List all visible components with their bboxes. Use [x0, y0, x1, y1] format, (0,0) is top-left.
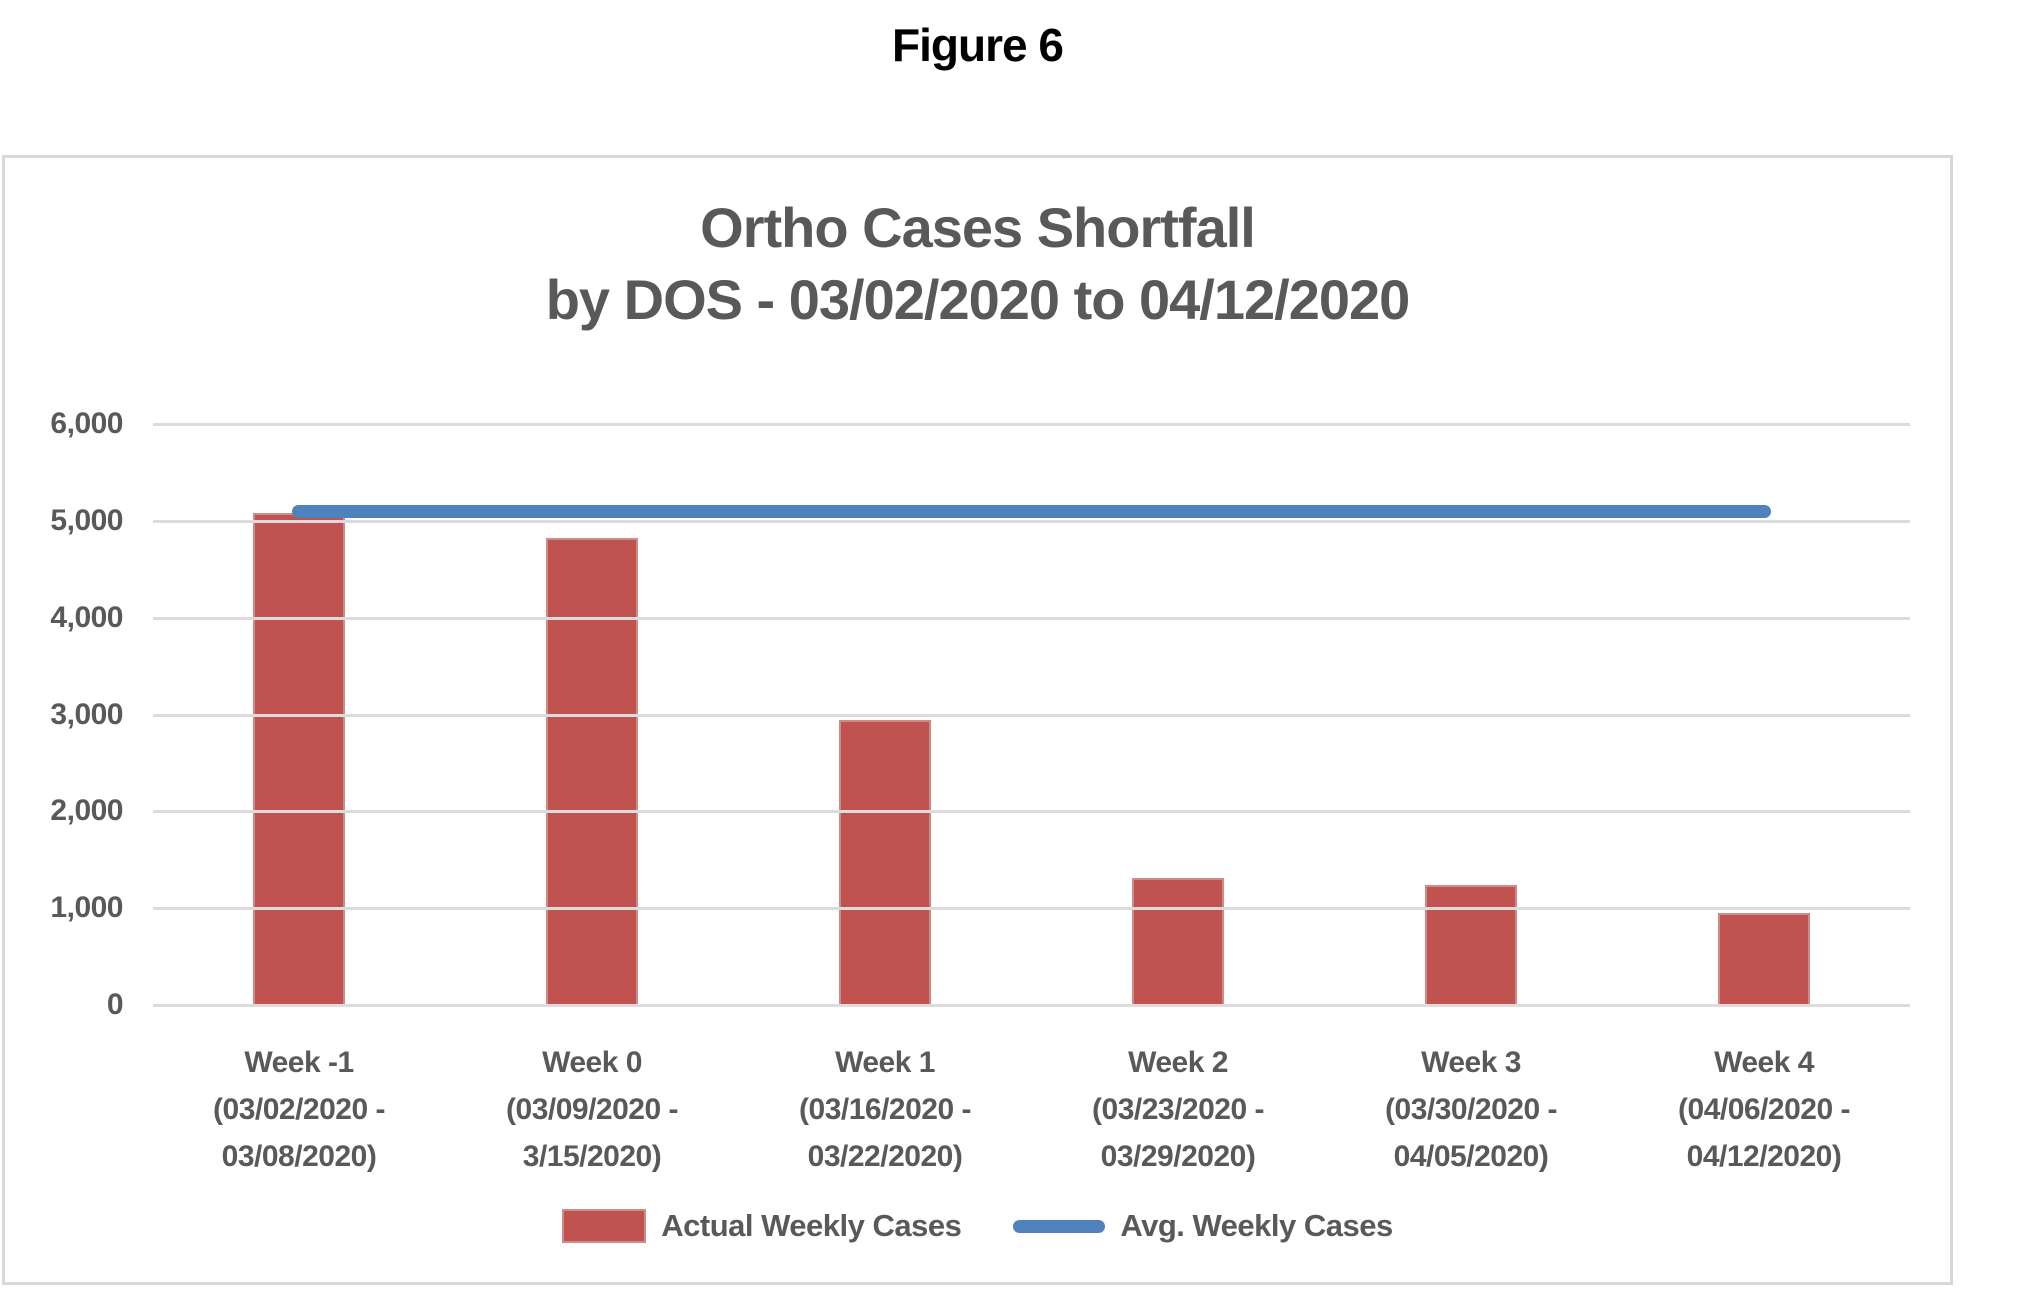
chart-frame: Ortho Cases Shortfall by DOS - 03/02/202… [2, 155, 1953, 1285]
x-axis-label-line: Week 2 [1128, 1046, 1228, 1079]
x-axis-label-line: Week 0 [542, 1046, 642, 1079]
avg-weekly-cases-line [292, 505, 1771, 518]
x-axis-label-line: 03/08/2020) [221, 1140, 377, 1173]
x-axis-label-week-0: Week -1 (03/02/2020 - 03/08/2020) [124, 1039, 474, 1180]
legend-item: Actual Weekly Cases [562, 1208, 962, 1244]
y-axis-tick-label: 1,000 [50, 891, 123, 925]
x-axis-label-line: (03/30/2020 - [1385, 1093, 1557, 1126]
y-axis-tick-label: 4,000 [50, 600, 123, 634]
x-axis-label-line: (04/06/2020 - [1678, 1093, 1850, 1126]
chart-title: Ortho Cases Shortfall by DOS - 03/02/202… [5, 192, 1950, 336]
x-axis-label-week-3: Week 2 (03/23/2020 - 03/29/2020) [1003, 1039, 1353, 1180]
x-axis-label-line: (03/23/2020 - [1092, 1093, 1264, 1126]
x-axis-label-line: Week 1 [835, 1046, 935, 1079]
x-axis-label-line: 03/22/2020) [807, 1140, 963, 1173]
y-axis-tick-label: 5,000 [50, 503, 123, 537]
x-axis-label-week-5: Week 4 (04/06/2020 - 04/12/2020) [1589, 1039, 1939, 1180]
x-axis-label-week-4: Week 3 (03/30/2020 - 04/05/2020) [1296, 1039, 1646, 1180]
gridline [153, 423, 1910, 426]
gridline [153, 810, 1910, 814]
x-axis-label-line: 04/05/2020) [1393, 1140, 1549, 1173]
y-axis-tick-label: 3,000 [50, 697, 123, 731]
x-axis-label-line: Week 3 [1421, 1046, 1521, 1079]
x-axis-label-line: Week 4 [1714, 1046, 1814, 1079]
bar-week-0 [253, 513, 345, 1005]
legend-line-swatch [1013, 1219, 1106, 1233]
legend-label: Actual Weekly Cases [661, 1208, 962, 1243]
gridline [153, 907, 1910, 911]
bar-week-2 [839, 720, 931, 1005]
gridline [153, 1004, 1910, 1007]
x-axis-label-line: 03/29/2020) [1100, 1140, 1256, 1173]
x-axis-label-week-1: Week 0 (03/09/2020 - 3/15/2020) [417, 1039, 767, 1180]
bar-week-1 [546, 538, 638, 1005]
chart-title-line-2: by DOS - 03/02/2020 to 04/12/2020 [545, 268, 1411, 331]
x-axis-label-line: (03/09/2020 - [506, 1093, 678, 1126]
legend-label: Avg. Weekly Cases [1120, 1208, 1393, 1243]
figure-caption: Figure 6 [892, 19, 1064, 71]
bar-week-3 [1132, 878, 1224, 1005]
bar-week-4 [1425, 885, 1517, 1005]
x-axis-label-line: (03/16/2020 - [799, 1093, 971, 1126]
bar-week-5 [1718, 913, 1810, 1005]
x-axis-label-line: 04/12/2020) [1686, 1140, 1842, 1173]
y-axis-tick-label: 2,000 [50, 794, 123, 828]
y-axis-tick-label: 6,000 [50, 407, 123, 440]
gridline [153, 616, 1910, 620]
chart-title-line-1: Ortho Cases Shortfall [700, 196, 1256, 259]
x-axis-label-line: 3/15/2020) [522, 1140, 662, 1173]
gridline [153, 519, 1910, 523]
x-axis-label-week-2: Week 1 (03/16/2020 - 03/22/2020) [710, 1039, 1060, 1180]
gridline [153, 713, 1910, 717]
x-axis-label-line: Week -1 [244, 1046, 354, 1079]
legend-bar-swatch [562, 1209, 647, 1243]
x-axis-label-line: (03/02/2020 - [213, 1093, 385, 1126]
legend-item: Avg. Weekly Cases [1013, 1208, 1393, 1244]
chart-legend: Actual Weekly Cases Avg. Weekly Cases [5, 1208, 1950, 1244]
y-axis-tick-label: 0 [106, 988, 124, 1021]
